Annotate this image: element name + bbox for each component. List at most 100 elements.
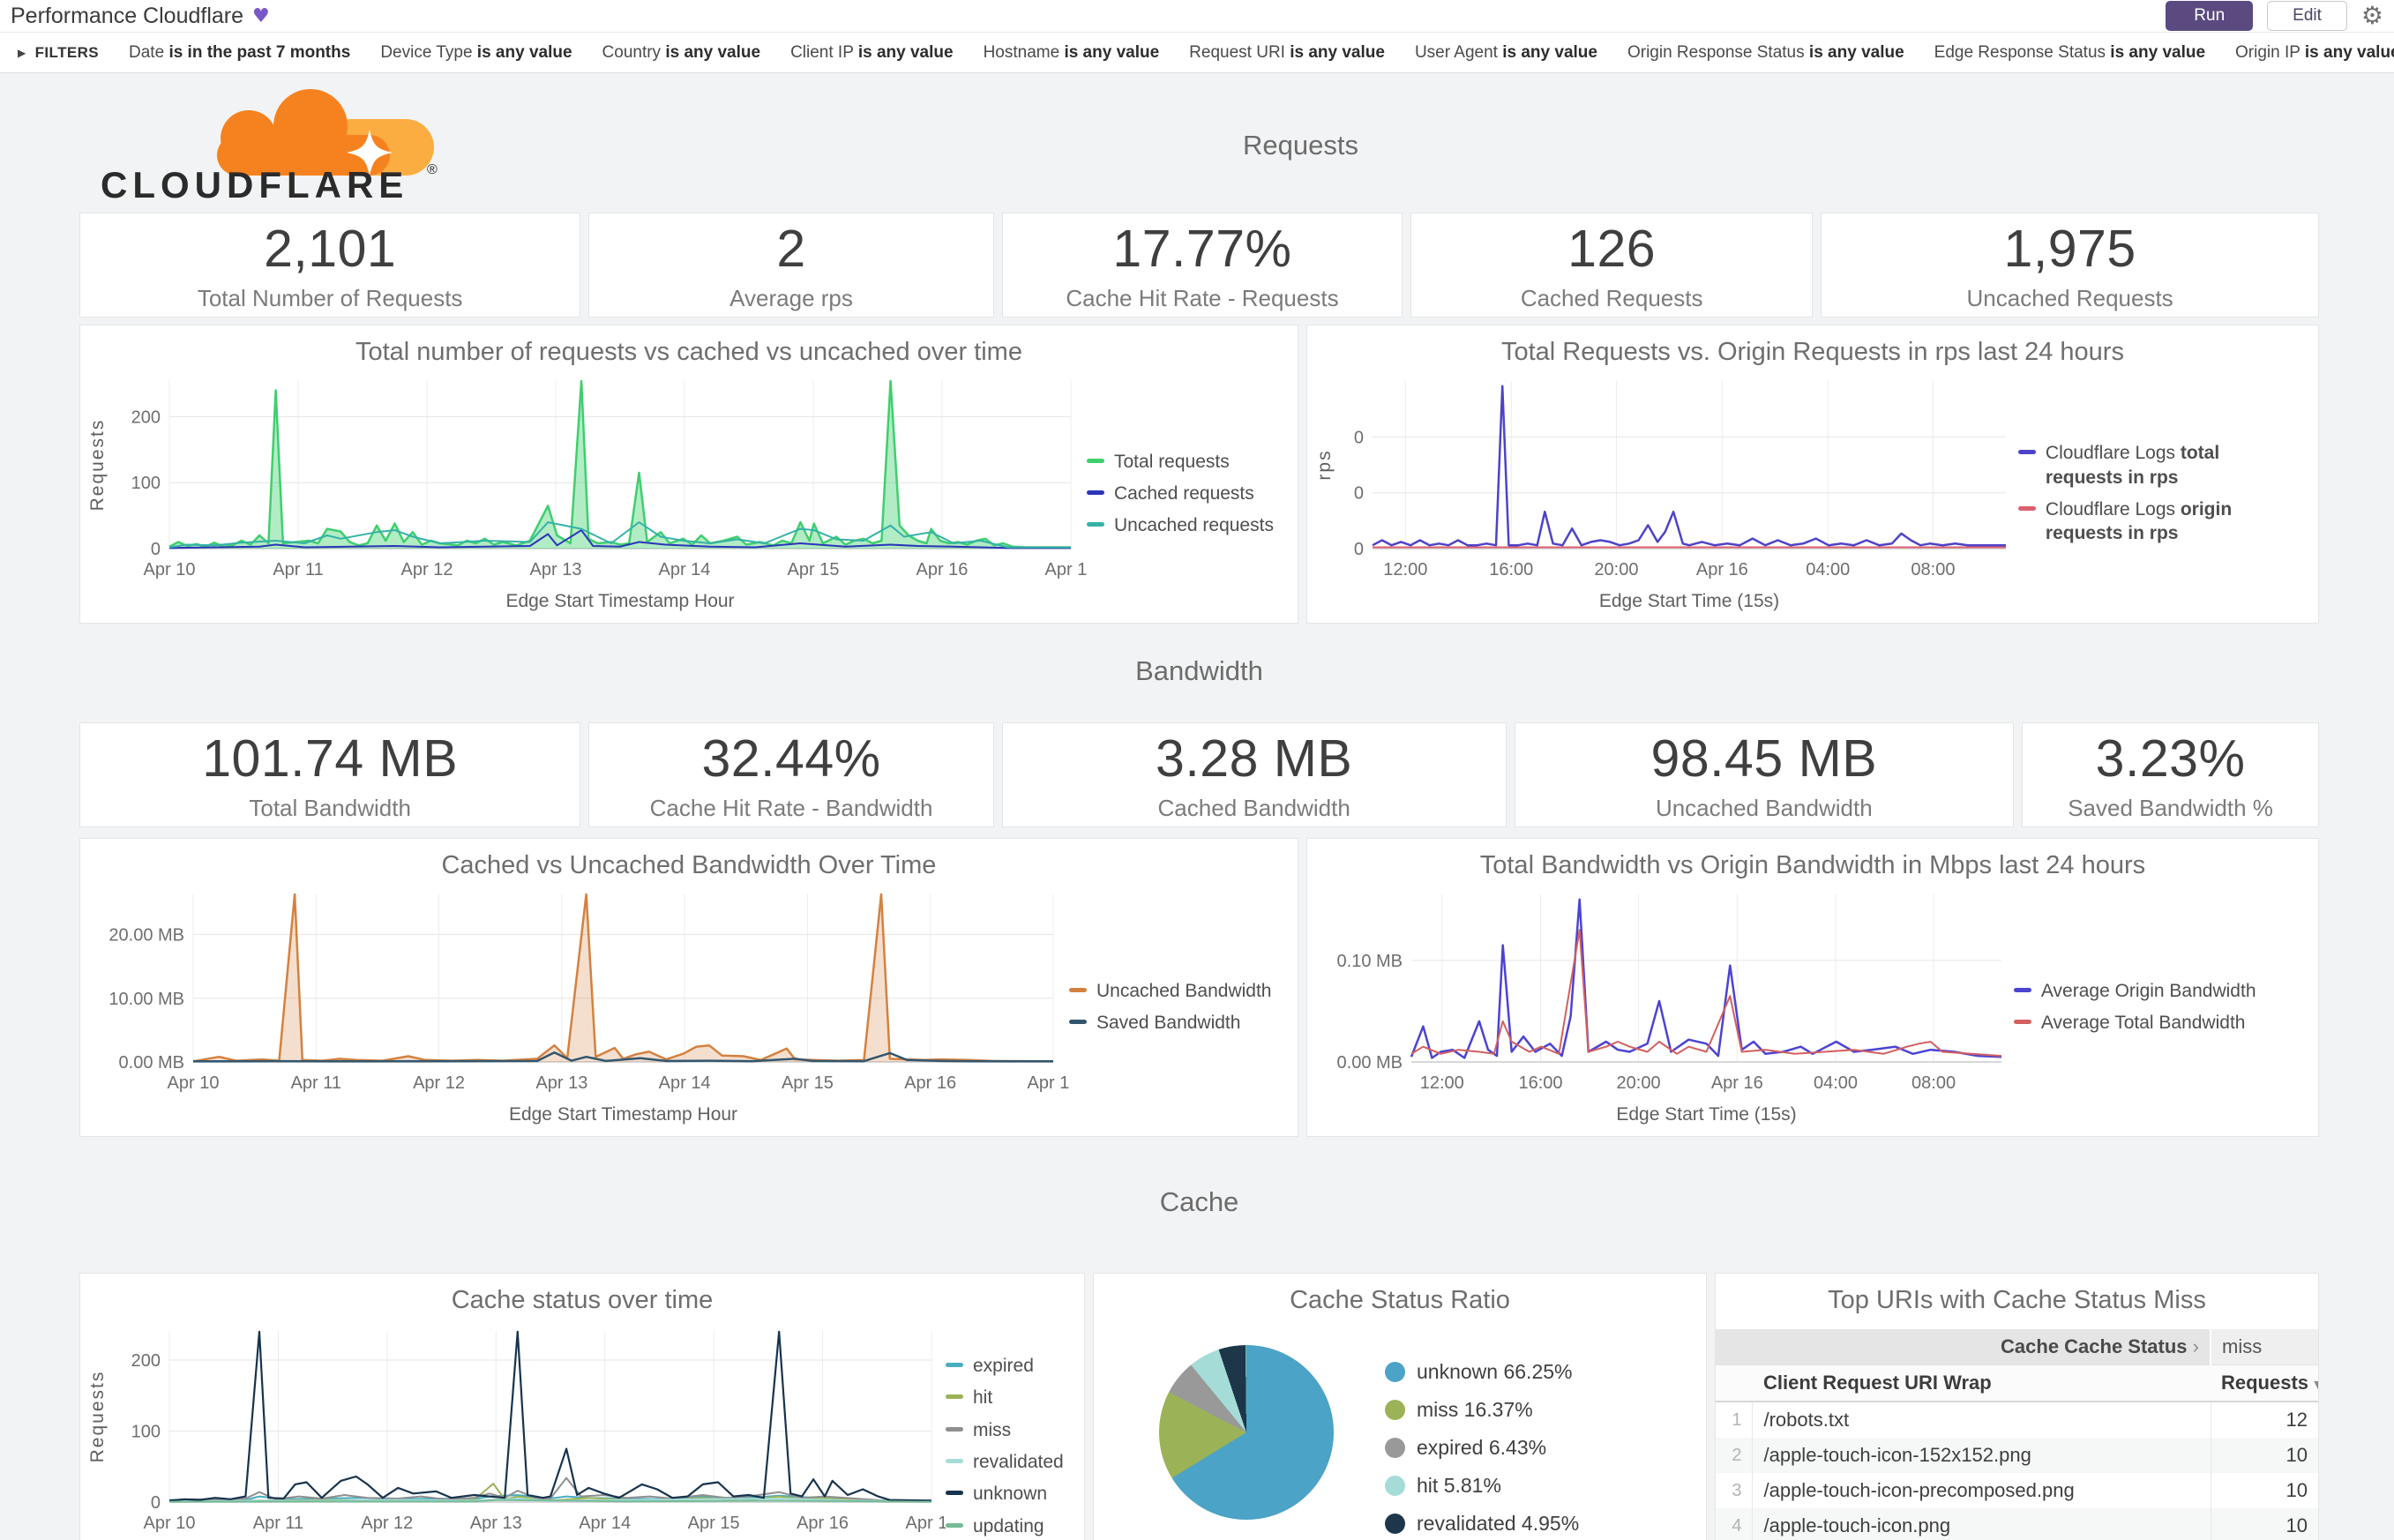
requests-cell[interactable]: 12 <box>2210 1402 2318 1438</box>
section-cache-band: Cache <box>79 1137 2319 1266</box>
filter-item[interactable]: Request URI is any value <box>1189 42 1385 62</box>
filter-item[interactable]: Device Type is any value <box>380 42 572 62</box>
kpi-tile[interactable]: 1,975 Uncached Requests <box>1821 213 2320 318</box>
legend-item[interactable]: Average Total Bandwidth <box>2013 1011 2296 1035</box>
legend-item[interactable]: Saved Bandwidth <box>1069 1011 1285 1035</box>
legend-item[interactable]: expired <box>946 1354 1078 1378</box>
chevron-right-icon: › <box>2192 1335 2199 1357</box>
svg-text:Apr 15: Apr 15 <box>788 560 840 579</box>
svg-text:Apr 16: Apr 16 <box>797 1514 849 1533</box>
kpi-tile[interactable]: 32.44% Cache Hit Rate - Bandwidth <box>588 722 994 827</box>
registered-mark: ® <box>427 162 438 177</box>
table-row[interactable]: 2/apple-touch-icon-152x152.png 10 <box>1715 1438 2318 1473</box>
kpi-tile[interactable]: 98.45 MB Uncached Bandwidth <box>1514 722 2015 827</box>
legend-item[interactable]: Average Origin Bandwidth <box>2013 979 2296 1003</box>
legend-item[interactable]: miss <box>946 1418 1078 1442</box>
requests-cell[interactable]: 10 <box>2210 1473 2318 1508</box>
uri-cell[interactable]: /apple-touch-icon.png <box>1763 1514 1951 1536</box>
edit-button[interactable]: Edit <box>2267 1 2347 31</box>
bandwidth-24h-plot[interactable]: 12:00 16:00 20:00 Apr 16 04:00 08:00 0.00 MB 0.… <box>1313 880 2014 1133</box>
gear-icon[interactable]: ⚙ <box>2360 1 2383 30</box>
svg-text:0.00 MB: 0.00 MB <box>119 1053 184 1073</box>
cache-status-plot[interactable]: Apr 10 Apr 11 Apr 12 Apr 13 Apr 14 Apr 15 Apr … <box>86 1315 957 1540</box>
kpi-tile[interactable]: 126 Cached Requests <box>1410 213 1814 318</box>
svg-text:Apr 11: Apr 11 <box>253 1514 303 1533</box>
filter-item[interactable]: User Agent is any value <box>1414 42 1597 62</box>
pie-legend-item[interactable]: hit 5.81% <box>1385 1473 1579 1499</box>
filter-item[interactable]: Origin IP is any value <box>2235 42 2394 62</box>
chart-row-cache: Cache status over time Apr 10 Apr 11 Apr 1… <box>79 1273 2319 1540</box>
legend-swatch-icon <box>946 1426 963 1432</box>
svg-text:Edge Start Time (15s): Edge Start Time (15s) <box>1616 1104 1796 1125</box>
requests-cell[interactable]: 10 <box>2210 1508 2318 1540</box>
filters-toggle[interactable]: ▶ FILTERS <box>18 43 100 61</box>
requests-over-time-plot[interactable]: Apr 10 Apr 11 Apr 12 Apr 13 Apr 14 Apr 15 Apr … <box>86 367 1096 620</box>
kpi-tile[interactable]: 3.28 MB Cached Bandwidth <box>1001 722 1507 827</box>
table-row[interactable]: 3/apple-touch-icon-precomposed.png 10 <box>1715 1473 2318 1508</box>
filter-item[interactable]: Hostname is any value <box>983 42 1160 62</box>
table-card-top-uris: Top URIs with Cache Status Miss Cache Ca… <box>1714 1273 2319 1540</box>
chart-legend: Uncached Bandwidth Saved Bandwidth <box>1069 979 1285 1035</box>
svg-text:Apr 11: Apr 11 <box>273 560 323 579</box>
requests-column-header[interactable]: Requests ▾ <box>2211 1364 2318 1402</box>
svg-text:0: 0 <box>151 540 161 559</box>
filter-item[interactable]: Edge Response Status is any value <box>1934 42 2206 62</box>
svg-text:rps: rps <box>1314 449 1335 480</box>
bandwidth-over-time-plot[interactable]: Apr 10 Apr 11 Apr 12 Apr 13 Apr 14 Apr 15 Apr … <box>86 880 1079 1133</box>
svg-text:Apr 12: Apr 12 <box>413 1073 465 1093</box>
top-uris-table: Cache Cache Status › miss Client Request… <box>1715 1329 2318 1540</box>
section-title-requests: Requests <box>1243 130 1358 161</box>
chart-card-bandwidth-24h: Total Bandwidth vs Origin Bandwidth in M… <box>1305 838 2319 1137</box>
legend-item[interactable]: Cached requests <box>1087 482 1285 505</box>
kpi-tile[interactable]: 2 Average rps <box>588 213 994 318</box>
legend-item[interactable]: Total requests <box>1087 450 1285 474</box>
filter-item[interactable]: Client IP is any value <box>790 42 954 62</box>
pie-legend-item[interactable]: revalidated 4.95% <box>1385 1511 1579 1537</box>
uri-cell[interactable]: /apple-touch-icon-precomposed.png <box>1763 1479 2075 1501</box>
filter-bar: ▶ FILTERS Date is in the past 7 months De… <box>0 32 2394 73</box>
svg-text:0: 0 <box>1354 484 1364 504</box>
pie-legend-item[interactable]: expired 6.43% <box>1385 1435 1579 1462</box>
kpi-label: Cache Hit Rate - Requests <box>1066 284 1339 311</box>
chart-legend: Cloudflare Logs total requests in rps Clo… <box>2017 441 2300 546</box>
legend-item[interactable]: updating <box>946 1514 1078 1538</box>
requests-cell[interactable]: 10 <box>2210 1438 2318 1473</box>
uri-cell[interactable]: /robots.txt <box>1763 1409 1850 1431</box>
table-row[interactable]: 1/robots.txt 12 <box>1715 1402 2318 1438</box>
cache-status-pie[interactable] <box>1159 1345 1335 1520</box>
pivot-value-miss[interactable]: miss <box>2210 1329 2318 1365</box>
kpi-row-requests: 2,101 Total Number of Requests 2 Average rp… <box>79 213 2320 318</box>
filter-item[interactable]: Date is in the past 7 months <box>129 42 351 62</box>
uri-column-header[interactable]: Client Request URI Wrap <box>1752 1364 2211 1402</box>
chart-legend: Total requests Cached requests Uncached re… <box>1087 450 1285 538</box>
legend-item[interactable]: unknown <box>946 1482 1078 1506</box>
legend-item[interactable]: Cloudflare Logs origin requests in rps <box>2017 497 2300 546</box>
svg-text:Requests: Requests <box>87 419 108 512</box>
kpi-tile[interactable]: 2,101 Total Number of Requests <box>79 213 581 318</box>
section-title-bandwidth: Bandwidth <box>1135 655 1263 686</box>
table-row[interactable]: 4/apple-touch-icon.png 10 <box>1715 1508 2318 1540</box>
pie-legend-item[interactable]: unknown 66.25% <box>1385 1359 1579 1386</box>
row-number: 2 <box>1715 1438 1754 1473</box>
run-button[interactable]: Run <box>2166 1 2254 31</box>
pie-legend-item[interactable]: miss 16.37% <box>1385 1397 1579 1424</box>
legend-item[interactable]: hit <box>946 1386 1078 1409</box>
legend-item[interactable]: Uncached Bandwidth <box>1069 979 1285 1003</box>
kpi-tile[interactable]: 17.77% Cache Hit Rate - Requests <box>1001 213 1403 318</box>
chart-card-cache-status-over-time: Cache status over time Apr 10 Apr 11 Apr 1… <box>79 1273 1086 1540</box>
uri-cell[interactable]: /apple-touch-icon-152x152.png <box>1763 1444 2031 1466</box>
filter-item[interactable]: Origin Response Status is any value <box>1627 42 1904 62</box>
row-number: 3 <box>1715 1473 1754 1508</box>
svg-text:04:00: 04:00 <box>1814 1073 1858 1093</box>
rps-24h-plot[interactable]: 12:00 16:00 20:00 Apr 16 04:00 08:00 0 0 0 rps Edg… <box>1313 367 2018 620</box>
svg-text:0: 0 <box>1354 428 1364 447</box>
dashboard-content: CLOUDFLARE ® Requests 2,101 Total Number … <box>0 73 2394 1540</box>
kpi-tile[interactable]: 101.74 MB Total Bandwidth <box>79 722 581 827</box>
pivot-field-label[interactable]: Cache Cache Status › <box>1715 1329 2211 1365</box>
filter-item[interactable]: Country is any value <box>602 42 761 62</box>
legend-item[interactable]: revalidated <box>946 1450 1078 1474</box>
kpi-tile[interactable]: 3.23% Saved Bandwidth % <box>2022 722 2320 827</box>
sort-desc-icon: ▾ <box>2314 1375 2318 1394</box>
legend-item[interactable]: Uncached requests <box>1087 513 1285 537</box>
legend-item[interactable]: Cloudflare Logs total requests in rps <box>2017 441 2300 490</box>
